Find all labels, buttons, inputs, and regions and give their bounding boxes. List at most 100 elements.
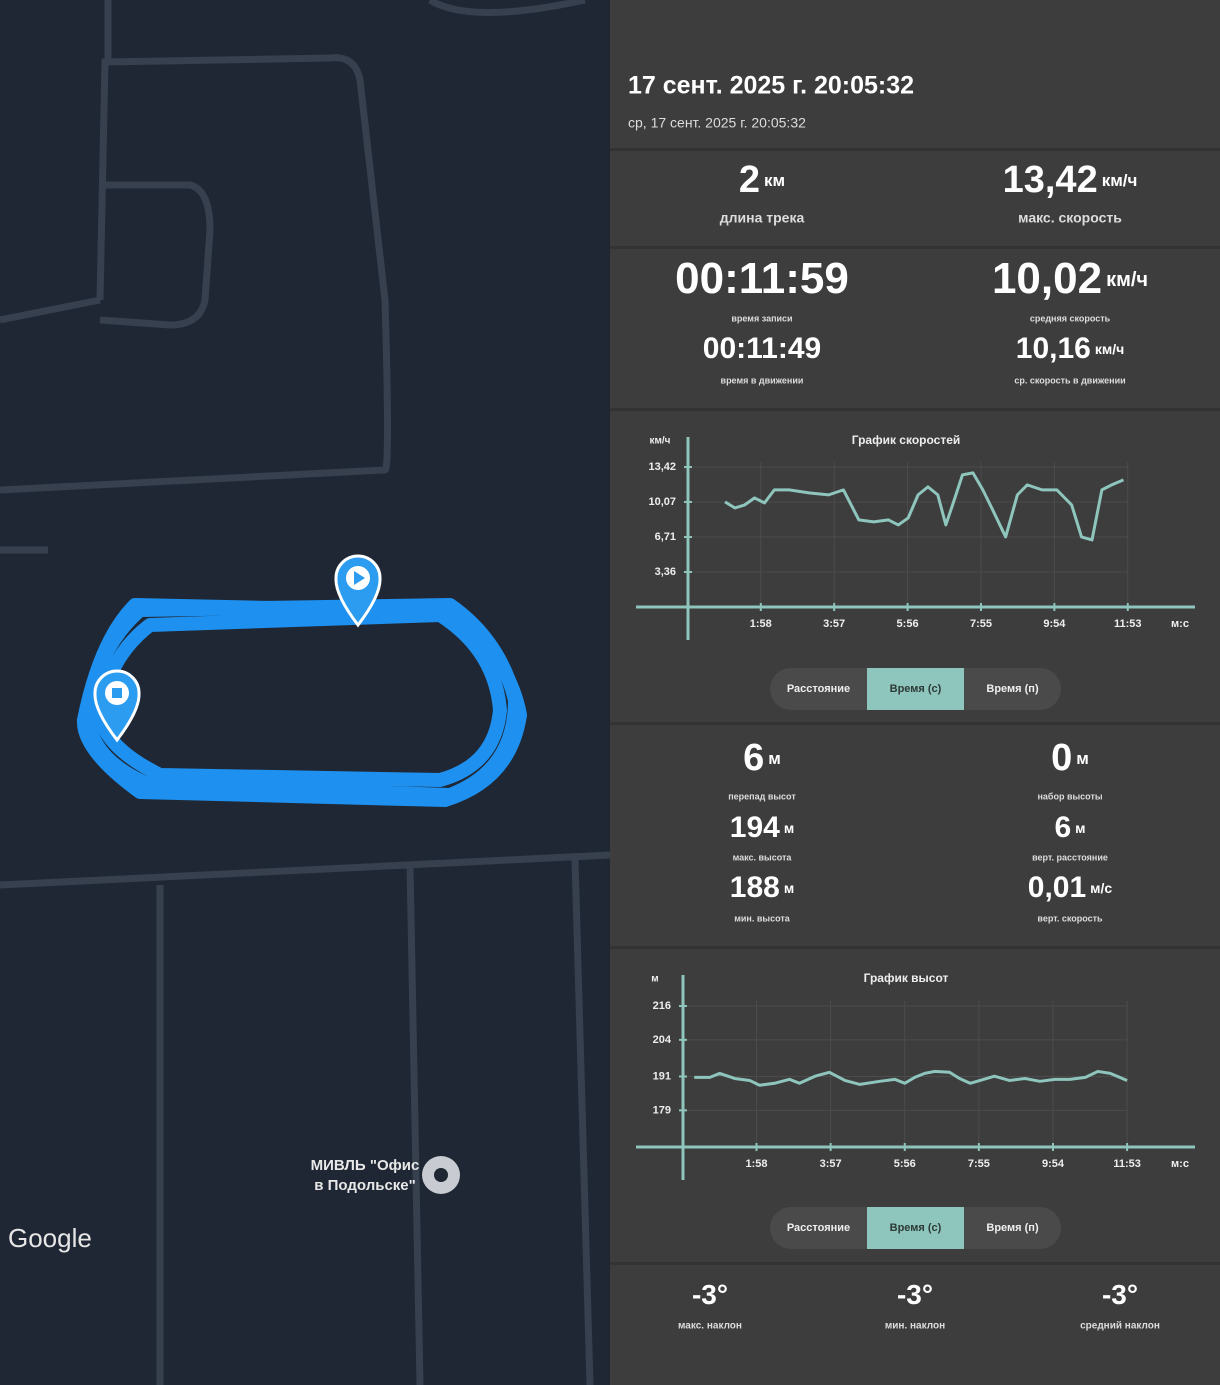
stat-label: мин. высота xyxy=(734,913,791,923)
stat-number: 00:11:49 xyxy=(703,332,821,365)
stat-unit: км/ч xyxy=(1102,171,1138,190)
poi-marker[interactable] xyxy=(422,1156,460,1194)
stat-number: 13,42 xyxy=(1003,159,1098,201)
road xyxy=(428,0,586,16)
stat-label: время записи xyxy=(731,313,792,323)
stat-unit: м/с xyxy=(1090,880,1112,896)
separator xyxy=(610,722,1220,725)
stat-value: 13,42 км/ч xyxy=(1003,159,1138,201)
y-tick-label: 13,42 xyxy=(648,461,676,473)
x-tick-label: 11:53 xyxy=(1114,618,1142,630)
stat-value: 00:11:59 xyxy=(675,254,849,303)
stat-unit: м xyxy=(768,749,781,768)
chart-title: График высот xyxy=(864,971,949,985)
x-tick-label: 9:54 xyxy=(1043,618,1066,630)
separator xyxy=(610,148,1220,151)
y-tick-label: 216 xyxy=(653,1000,671,1012)
y-unit: км/ч xyxy=(650,436,671,447)
stat-label: средний наклон xyxy=(1080,1321,1160,1332)
poi-label: МИВЛЬ "Офис в Подольске" xyxy=(311,1157,420,1194)
stat-number: 10,16 xyxy=(1016,332,1091,365)
stat-number: 6 xyxy=(743,737,764,779)
x-tick-label: 3:57 xyxy=(820,1158,842,1170)
x-tick-label: 7:55 xyxy=(970,618,992,630)
stat-number: 2 xyxy=(739,159,760,201)
toggle-button[interactable]: Расстояние xyxy=(787,683,850,695)
y-tick-label: 6,71 xyxy=(655,531,676,543)
toggle-button[interactable]: Время (п) xyxy=(986,1222,1039,1234)
separator xyxy=(610,246,1220,249)
stat-label: длина трека xyxy=(720,210,805,226)
stat-unit: км/ч xyxy=(1095,341,1124,357)
x-unit: м:с xyxy=(1171,618,1189,630)
stat-number: -3° xyxy=(692,1279,728,1310)
x-tick-label: 11:53 xyxy=(1113,1158,1141,1170)
stat-label: верт. скорость xyxy=(1037,913,1103,923)
stat-unit: м xyxy=(1075,820,1085,836)
poi-label-line: МИВЛЬ "Офис xyxy=(311,1157,420,1174)
toggle-button[interactable]: Время (с) xyxy=(890,1222,942,1234)
stat-number: 6 xyxy=(1054,811,1071,844)
x-tick-label: 1:58 xyxy=(750,618,772,630)
record-subtitle: ср, 17 сент. 2025 г. 20:05:32 xyxy=(628,115,806,131)
x-tick-label: 5:56 xyxy=(897,618,919,630)
y-unit: м xyxy=(651,974,658,985)
stat-label: средняя скорость xyxy=(1030,313,1111,323)
line-series xyxy=(694,1069,1128,1087)
x-unit: м:с xyxy=(1171,1158,1189,1170)
stat-value: -3° xyxy=(897,1279,933,1310)
stat-number: 188 xyxy=(730,871,780,904)
stat-value: 10,16 км/ч xyxy=(1016,332,1124,365)
stat-number: 00:11:59 xyxy=(675,254,849,303)
y-tick-label: 179 xyxy=(653,1104,671,1116)
toggle-button[interactable]: Время (с) xyxy=(890,683,942,695)
stats-panel: 17 сент. 2025 г. 20:05:32 ср, 17 сент. 2… xyxy=(628,72,914,131)
stat-number: 194 xyxy=(730,811,780,844)
line-series xyxy=(724,471,1125,542)
stat-label: перепад высот xyxy=(728,791,796,801)
toggle-button[interactable]: Время (п) xyxy=(986,683,1039,695)
y-tick-label: 191 xyxy=(653,1070,671,1082)
stat-number: -3° xyxy=(1102,1279,1138,1310)
x-tick-label: 3:57 xyxy=(823,618,845,630)
stat-value: 188 м xyxy=(730,871,794,904)
stat-label: набор высоты xyxy=(1037,791,1102,801)
y-tick-label: 3,36 xyxy=(655,566,676,578)
road xyxy=(0,54,391,494)
map[interactable]: МИВЛЬ "Офис в Подольске" Google xyxy=(0,0,611,1385)
finish-marker[interactable] xyxy=(93,669,141,743)
stat-number: 10,02 xyxy=(992,254,1102,303)
stat-unit: км/ч xyxy=(1106,269,1148,291)
x-tick-label: 9:54 xyxy=(1042,1158,1065,1170)
stat-label: время в движении xyxy=(721,375,804,385)
toggle-button[interactable]: Расстояние xyxy=(787,1222,850,1234)
x-tick-label: 1:58 xyxy=(745,1158,767,1170)
stat-value: -3° xyxy=(692,1279,728,1310)
stat-value: 2 км xyxy=(739,159,785,201)
start-marker[interactable] xyxy=(334,554,382,628)
toggle-active xyxy=(867,668,964,710)
stat-value: -3° xyxy=(1102,1279,1138,1310)
track-lap xyxy=(77,598,527,807)
stat-label: макс. высота xyxy=(733,852,793,862)
chart-title: График скоростей xyxy=(852,433,961,447)
stat-label: верт. расстояние xyxy=(1032,852,1108,862)
stat-unit: м xyxy=(1076,749,1089,768)
x-tick-label: 7:55 xyxy=(968,1158,990,1170)
separator xyxy=(610,946,1220,949)
stat-value: 10,02 км/ч xyxy=(992,254,1148,303)
y-tick-label: 10,07 xyxy=(648,496,676,508)
stat-number: 0,01 xyxy=(1028,871,1086,904)
stat-label: макс. скорость xyxy=(1018,210,1122,226)
roads xyxy=(0,0,611,1385)
stat-unit: м xyxy=(784,880,794,896)
stat-number: 0 xyxy=(1051,737,1072,779)
poi-label-line: в Подольске" xyxy=(314,1177,416,1194)
stat-number: -3° xyxy=(897,1279,933,1310)
y-tick-label: 204 xyxy=(653,1034,672,1046)
toggle-active xyxy=(867,1207,964,1249)
